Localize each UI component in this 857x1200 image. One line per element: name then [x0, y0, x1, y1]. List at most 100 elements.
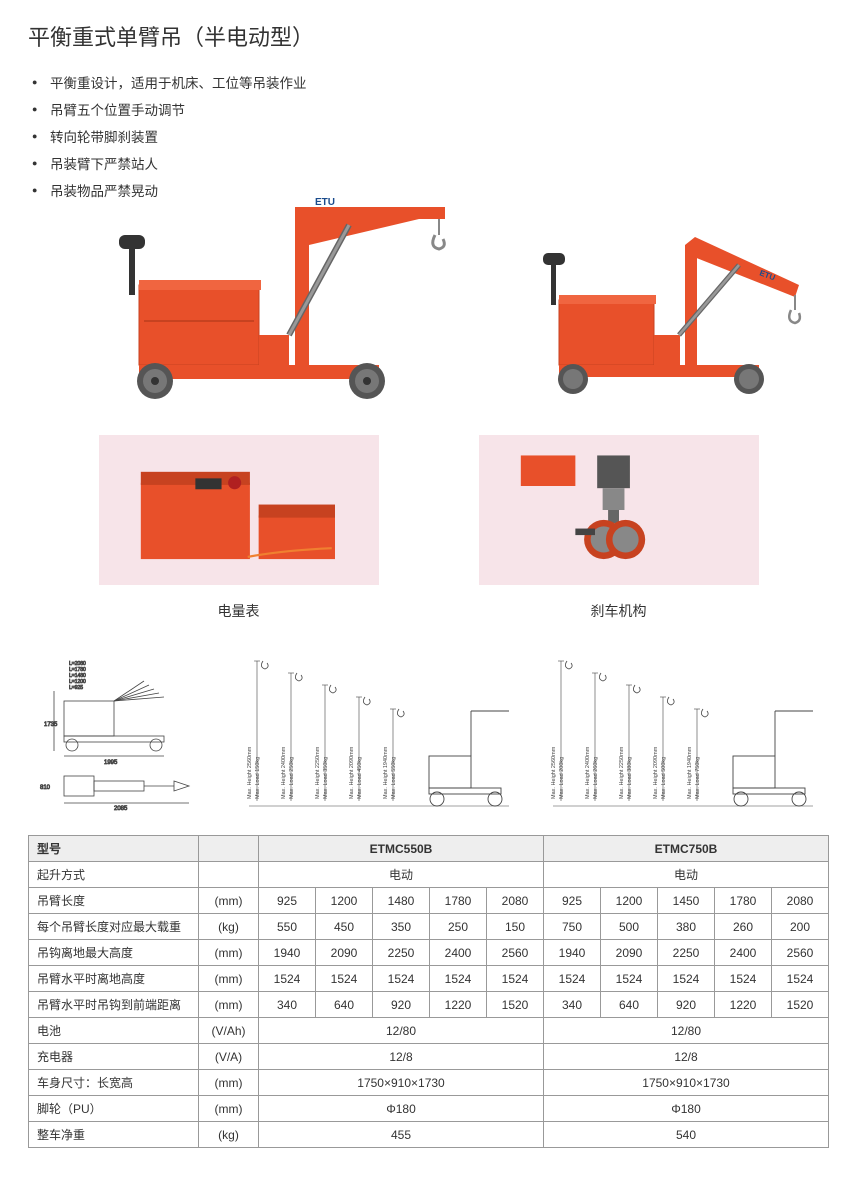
svg-text:Max. Load 350kg: Max. Load 350kg	[323, 757, 329, 799]
cell: 2090	[316, 940, 373, 966]
th-model-a: ETMC550B	[259, 836, 544, 862]
th-unit	[199, 836, 259, 862]
row-label: 吊臂长度	[29, 888, 199, 914]
svg-text:1995: 1995	[104, 760, 118, 766]
svg-text:2085: 2085	[114, 806, 128, 811]
detail-images-row	[28, 435, 829, 585]
cell: 2400	[430, 940, 487, 966]
row-label: 电池	[29, 1018, 199, 1044]
cell: 1524	[544, 966, 601, 992]
cell: 550	[259, 914, 316, 940]
cell: 12/80	[259, 1018, 544, 1044]
svg-text:Max. Height 2560mm: Max. Height 2560mm	[247, 746, 253, 799]
cell: 1750×910×1730	[544, 1070, 829, 1096]
cell: 1524	[715, 966, 772, 992]
feature-item: 吊装物品严禁晃动	[32, 178, 829, 205]
feature-item: 平衡重设计，适用于机床、工位等吊装作业	[32, 70, 829, 97]
svg-text:Max. Height 1940mm: Max. Height 1940mm	[687, 746, 693, 799]
row-label: 车身尺寸：长宽高	[29, 1070, 199, 1096]
cell: 920	[658, 992, 715, 1018]
schematic-heights-a: Max. Height 2560mm Max. Load 150kg Max. …	[239, 651, 519, 811]
row-label: 每个吊臂长度对应最大载重	[29, 914, 199, 940]
svg-text:L=925: L=925	[69, 685, 83, 691]
cell: 1524	[430, 966, 487, 992]
feature-item: 转向轮带脚刹装置	[32, 124, 829, 151]
cell: 1524	[487, 966, 544, 992]
caption-gauge: 电量表	[99, 593, 379, 621]
cell: 920	[373, 992, 430, 1018]
detail-captions-row: 电量表 刹车机构	[28, 593, 829, 621]
cell: 1200	[601, 888, 658, 914]
cell: 电动	[544, 862, 829, 888]
cell: 1520	[487, 992, 544, 1018]
row-unit: (mm)	[199, 1096, 259, 1122]
cell: 340	[544, 992, 601, 1018]
cell: 2250	[373, 940, 430, 966]
cell: 925	[259, 888, 316, 914]
th-model-b: ETMC750B	[544, 836, 829, 862]
cell: 1524	[772, 966, 829, 992]
caption-brake: 刹车机构	[479, 593, 759, 621]
cell: 2560	[772, 940, 829, 966]
svg-text:1735: 1735	[44, 722, 58, 728]
cell: 1480	[373, 888, 430, 914]
cell: 500	[601, 914, 658, 940]
cell: 1524	[658, 966, 715, 992]
svg-text:Max. Load 500kg: Max. Load 500kg	[661, 757, 667, 799]
svg-text:Max. Load 380kg: Max. Load 380kg	[627, 757, 633, 799]
row-label: 整车净重	[29, 1122, 199, 1148]
row-label: 脚轮（PU）	[29, 1096, 199, 1122]
cell: 电动	[259, 862, 544, 888]
row-unit: (mm)	[199, 888, 259, 914]
cell: 2080	[487, 888, 544, 914]
spec-table: 型号 ETMC550B ETMC750B 起升方式 电动电动 吊臂长度 (mm)…	[28, 835, 829, 1148]
cell: 1524	[373, 966, 430, 992]
cell: 1780	[715, 888, 772, 914]
page-title: 平衡重式单臂吊（半电动型）	[28, 20, 829, 52]
cell: 1524	[316, 966, 373, 992]
cell: Φ180	[259, 1096, 544, 1122]
svg-text:Max. Load 150kg: Max. Load 150kg	[255, 757, 261, 799]
cell: 200	[772, 914, 829, 940]
row-label: 吊臂水平时离地高度	[29, 966, 199, 992]
cell: 750	[544, 914, 601, 940]
row-unit: (kg)	[199, 1122, 259, 1148]
svg-text:Max. Load 750kg: Max. Load 750kg	[695, 757, 701, 799]
cell: Φ180	[544, 1096, 829, 1122]
row-label: 充电器	[29, 1044, 199, 1070]
cell: 12/80	[544, 1018, 829, 1044]
svg-text:Max. Load 550kg: Max. Load 550kg	[391, 757, 397, 799]
row-unit	[199, 862, 259, 888]
cell: 1780	[430, 888, 487, 914]
cell: 640	[316, 992, 373, 1018]
detail-image-brake	[479, 435, 759, 585]
cell: 250	[430, 914, 487, 940]
cell: 1220	[430, 992, 487, 1018]
svg-text:Max. Load 200kg: Max. Load 200kg	[559, 757, 565, 799]
svg-text:Max. Height 2400mm: Max. Height 2400mm	[585, 746, 591, 799]
svg-text:Max. Height 2250mm: Max. Height 2250mm	[315, 746, 321, 799]
svg-text:Max. Load 250kg: Max. Load 250kg	[289, 757, 295, 799]
cell: 540	[544, 1122, 829, 1148]
svg-text:Max. Load 450kg: Max. Load 450kg	[357, 757, 363, 799]
cell: 350	[373, 914, 430, 940]
cell: 150	[487, 914, 544, 940]
cell: 340	[259, 992, 316, 1018]
cell: 640	[601, 992, 658, 1018]
cell: 1450	[658, 888, 715, 914]
row-unit: (mm)	[199, 940, 259, 966]
schematic-row: 1735 1995 L=2080 L=1780 L=1480 L=1200 L=…	[28, 651, 829, 811]
row-unit: (kg)	[199, 914, 259, 940]
row-label: 起升方式	[29, 862, 199, 888]
row-unit: (V/A)	[199, 1044, 259, 1070]
cell: 1750×910×1730	[259, 1070, 544, 1096]
detail-image-gauge	[99, 435, 379, 585]
svg-text:Max. Height 2400mm: Max. Height 2400mm	[281, 746, 287, 799]
th-model: 型号	[29, 836, 199, 862]
cell: 1524	[259, 966, 316, 992]
cell: 2080	[772, 888, 829, 914]
schematic-heights-b: Max. Height 2560mm Max. Load 200kg Max. …	[543, 651, 823, 811]
schematic-side-top: 1735 1995 L=2080 L=1780 L=1480 L=1200 L=…	[34, 651, 214, 811]
cell: 1200	[316, 888, 373, 914]
cell: 2400	[715, 940, 772, 966]
